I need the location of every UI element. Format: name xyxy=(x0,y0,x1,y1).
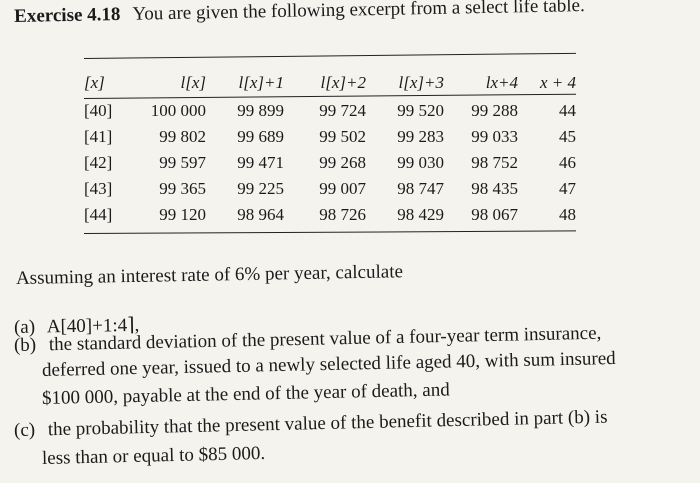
table-cell: 98 429 xyxy=(397,205,444,224)
table-cell: 99 502 xyxy=(319,127,366,146)
table-cell: 98 067 xyxy=(471,205,518,224)
exercise-header: Exercise 4.18 You are given the followin… xyxy=(14,0,694,28)
table-cell: 99 899 xyxy=(237,101,284,120)
table-row: [40] 100 000 99 899 99 724 99 520 99 288… xyxy=(84,98,576,124)
table-cell: 99 007 xyxy=(319,179,366,198)
part-b-label: (b) xyxy=(13,334,37,356)
header-l-x: l[x] xyxy=(180,73,207,92)
header-l-x-plus-3: l[x]+3 xyxy=(398,73,444,92)
table-cell: 98 435 xyxy=(471,179,518,198)
table-cell: 98 747 xyxy=(397,179,444,198)
table-cell: 46 xyxy=(559,153,576,172)
table-cell: 99 225 xyxy=(237,179,284,198)
table-cell: 100 000 xyxy=(150,101,206,120)
table-cell: 99 802 xyxy=(159,127,206,146)
table-cell: 99 268 xyxy=(319,153,366,172)
table-cell: 99 033 xyxy=(471,127,518,146)
table-cell: 99 288 xyxy=(471,101,518,120)
header-l-x-plus-1: l[x]+1 xyxy=(238,73,284,92)
table-cell: 48 xyxy=(559,205,576,224)
table-cell: 99 597 xyxy=(159,153,206,172)
part-c-text-2: less than or equal to $85 000. xyxy=(41,442,266,469)
header-l-x-plus-2: l[x]+2 xyxy=(320,73,366,92)
exercise-intro: You are given the following excerpt from… xyxy=(132,0,585,25)
table-cell: 98 752 xyxy=(471,153,518,172)
table-cell: 44 xyxy=(559,101,576,120)
table-row: [41] 99 802 99 689 99 502 99 283 99 033 … xyxy=(84,124,576,150)
table-cell: 98 964 xyxy=(237,205,284,224)
table-cell: 99 283 xyxy=(397,127,444,146)
table-cell: 99 520 xyxy=(397,101,444,120)
table-bottom-rule xyxy=(83,230,576,234)
part-c-label: (c) xyxy=(13,419,36,441)
exercise-label: Exercise xyxy=(14,4,83,27)
table-header-row: [x] l[x] l[x]+1 l[x]+2 l[x]+3 lx+4 x + 4 xyxy=(84,68,576,98)
header-age-plus-4: x + 4 xyxy=(539,73,576,92)
table-cell: 99 471 xyxy=(237,153,284,172)
table-top-rule xyxy=(83,52,576,59)
table-cell: 98 726 xyxy=(319,205,366,224)
header-x: [x] xyxy=(84,73,105,92)
table-row: [42] 99 597 99 471 99 268 99 030 98 752 … xyxy=(84,150,576,176)
header-l-x-plus-4: lx+4 xyxy=(485,73,518,92)
table-cell: [42] xyxy=(84,153,113,172)
table-cell: 99 689 xyxy=(237,127,284,146)
part-b-text-3: $100 000, payable at the end of the year… xyxy=(41,379,450,409)
exercise-number: 4.18 xyxy=(86,3,121,26)
table-cell: 99 365 xyxy=(159,179,206,198)
select-life-table: [x] l[x] l[x]+1 l[x]+2 l[x]+3 lx+4 x + 4… xyxy=(84,68,576,228)
table-cell: 99 030 xyxy=(397,153,444,172)
table-cell: 99 120 xyxy=(159,205,206,224)
table-cell: 45 xyxy=(559,127,576,146)
part-c-line-1: (c) the probability that the present val… xyxy=(14,407,608,442)
table-cell: [40] xyxy=(84,101,113,120)
calculation-prompt: Assuming an interest rate of 6% per year… xyxy=(15,261,404,289)
part-c-text-1: the probability that the present value o… xyxy=(47,406,608,441)
table-row: [44] 99 120 98 964 98 726 98 429 98 067 … xyxy=(84,202,576,228)
table-row: [43] 99 365 99 225 99 007 98 747 98 435 … xyxy=(84,176,576,202)
table-cell: [44] xyxy=(84,205,113,224)
table-cell: 99 724 xyxy=(319,101,366,120)
table-cell: [43] xyxy=(84,179,113,198)
table-cell: 47 xyxy=(559,179,576,198)
table-cell: [41] xyxy=(84,127,113,146)
